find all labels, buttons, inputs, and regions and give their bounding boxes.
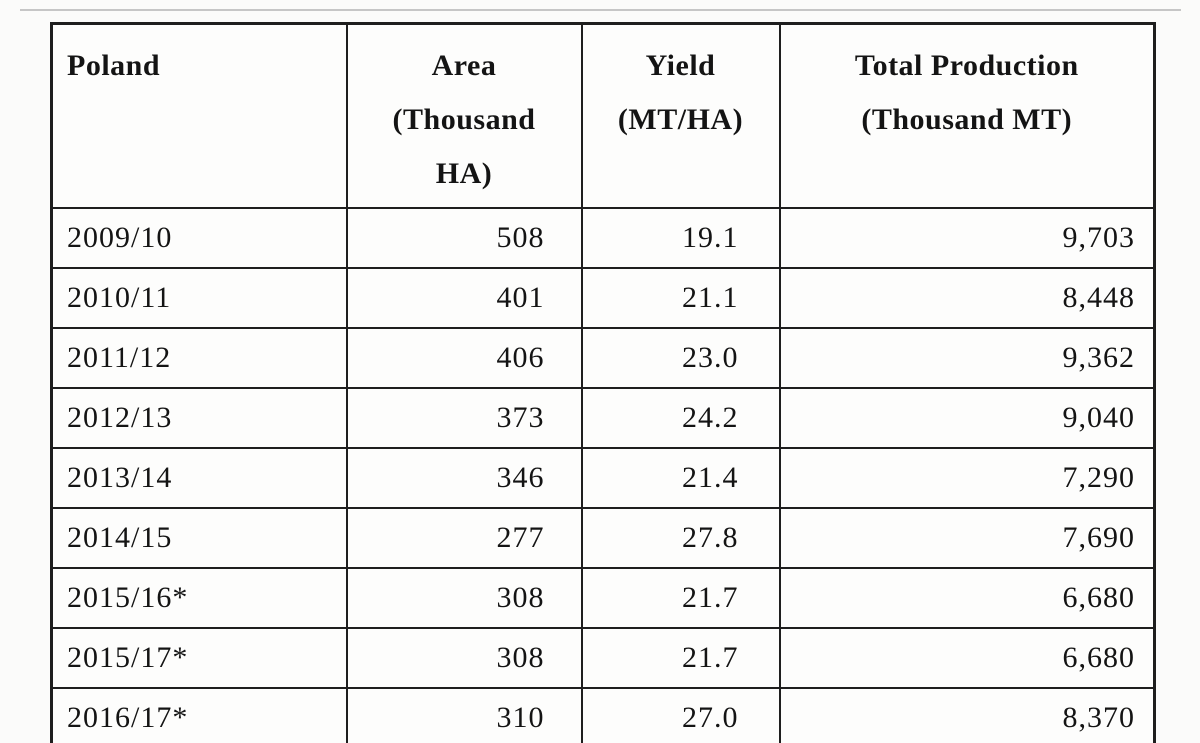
cell-production: 7,290 — [778, 447, 1156, 509]
table-row: 2014/15 277 27.8 7,690 — [50, 507, 1156, 569]
cell-production: 8,448 — [778, 267, 1156, 329]
cell-production: 7,690 — [778, 507, 1156, 569]
table-row: 2013/14 346 21.4 7,290 — [50, 447, 1156, 509]
cell-year: 2011/12 — [50, 327, 348, 389]
cell-year: 2009/10 — [50, 207, 348, 269]
cell-yield: 27.8 — [580, 507, 781, 569]
cell-production: 9,703 — [778, 207, 1156, 269]
cell-area: 508 — [345, 207, 583, 269]
cell-production: 9,040 — [778, 387, 1156, 449]
column-header-area: Area (Thousand HA) — [345, 22, 583, 209]
cell-yield: 21.4 — [580, 447, 781, 509]
cell-yield: 23.0 — [580, 327, 781, 389]
cell-production: 6,680 — [778, 627, 1156, 689]
cell-production: 9,362 — [778, 327, 1156, 389]
cell-production: 8,370 — [778, 687, 1156, 743]
table-row: 2011/12 406 23.0 9,362 — [50, 327, 1156, 389]
cell-year: 2012/13 — [50, 387, 348, 449]
cell-yield: 19.1 — [580, 207, 781, 269]
table-row: 2012/13 373 24.2 9,040 — [50, 387, 1156, 449]
cell-year: 2015/17* — [50, 627, 348, 689]
cell-area: 373 — [345, 387, 583, 449]
cell-production: 6,680 — [778, 567, 1156, 629]
cell-yield: 21.7 — [580, 567, 781, 629]
cell-area: 277 — [345, 507, 583, 569]
cell-area: 401 — [345, 267, 583, 329]
cell-yield: 27.0 — [580, 687, 781, 743]
column-header-total-production: Total Production (Thousand MT) — [778, 22, 1156, 209]
cell-area: 406 — [345, 327, 583, 389]
column-header-yield: Yield (MT/HA) — [580, 22, 781, 209]
cell-area: 346 — [345, 447, 583, 509]
table-row: 2016/17* 310 27.0 8,370 — [50, 687, 1156, 743]
cell-area: 308 — [345, 567, 583, 629]
cell-yield: 21.7 — [580, 627, 781, 689]
cell-year: 2014/15 — [50, 507, 348, 569]
table-row: 2015/16* 308 21.7 6,680 — [50, 567, 1156, 629]
header-row: Poland Area (Thousand HA) Yield (MT/HA) … — [50, 22, 1156, 209]
cell-year: 2010/11 — [50, 267, 348, 329]
table-row: 2009/10 508 19.1 9,703 — [50, 207, 1156, 269]
cell-year: 2015/16* — [50, 567, 348, 629]
cell-year: 2013/14 — [50, 447, 348, 509]
cell-area: 310 — [345, 687, 583, 743]
page-top-rule — [20, 9, 1181, 11]
cell-yield: 21.1 — [580, 267, 781, 329]
cell-year: 2016/17* — [50, 687, 348, 743]
cell-yield: 24.2 — [580, 387, 781, 449]
table-row: 2015/17* 308 21.7 6,680 — [50, 627, 1156, 689]
column-header-poland: Poland — [50, 22, 348, 209]
cell-area: 308 — [345, 627, 583, 689]
poland-production-table: Poland Area (Thousand HA) Yield (MT/HA) … — [50, 22, 1156, 743]
table-row: 2010/11 401 21.1 8,448 — [50, 267, 1156, 329]
